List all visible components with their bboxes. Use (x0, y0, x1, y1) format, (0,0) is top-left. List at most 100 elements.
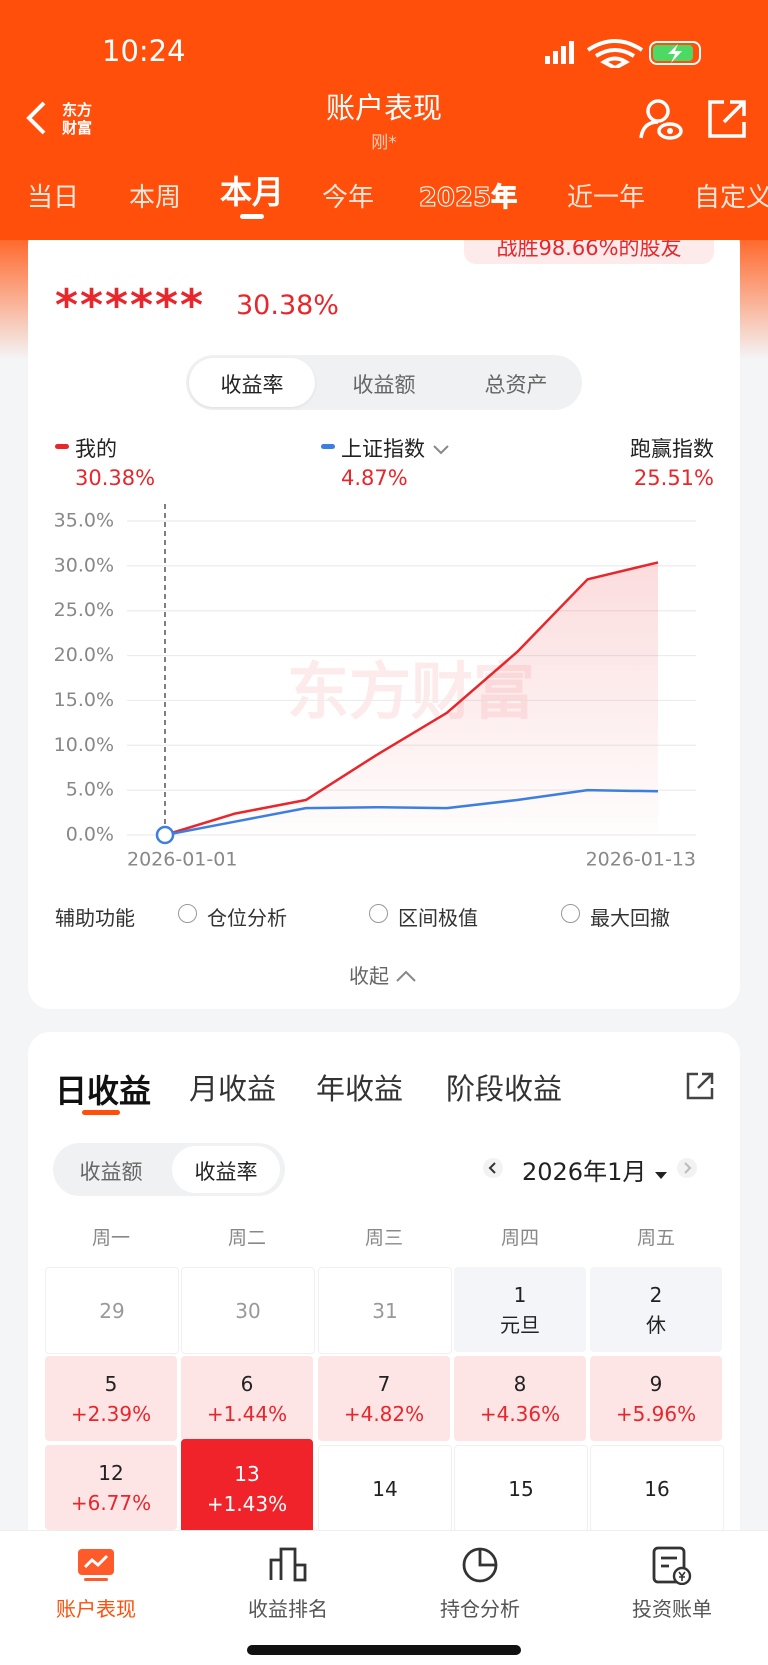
prev-month[interactable] (482, 1157, 504, 1179)
legend-swatch (55, 444, 69, 449)
cell-day: 15 (508, 1476, 534, 1501)
period-tab[interactable]: 自定义 (693, 183, 768, 213)
toggle-item[interactable]: 收益额 (79, 1160, 143, 1184)
month-label: 2026年1月 (522, 1158, 647, 1186)
cell-day: 6 (240, 1371, 254, 1396)
calendar-cell[interactable]: 5 +2.39% (45, 1356, 177, 1441)
period-tab[interactable]: 当日 (26, 183, 79, 213)
aux-option[interactable]: 最大回撤 (590, 906, 670, 930)
cell-day: 1 (513, 1282, 527, 1307)
cell-note: +4.82% (343, 1401, 425, 1426)
earnings-tab[interactable]: 日收益 (55, 1072, 152, 1110)
chevron-down (432, 445, 449, 455)
chart: 东方财富 0.0%5.0%10.0%15.0%20.0%25.0%30.0%35… (54, 500, 696, 871)
share-icon[interactable] (706, 98, 748, 140)
nav-icon (269, 1547, 307, 1582)
status-icons (545, 39, 701, 68)
period-tab[interactable]: 本月 (219, 173, 284, 211)
cell-note: +4.36% (479, 1401, 561, 1426)
aux-label: 辅助功能 (55, 906, 135, 930)
aux-option[interactable]: 仓位分析 (207, 906, 287, 930)
radio[interactable] (178, 904, 197, 923)
calendar-cell[interactable]: 12 +6.77% (45, 1445, 177, 1530)
logo-line: 财富 (62, 119, 93, 137)
charging-bolt (668, 44, 682, 63)
weekday: 周五 (636, 1227, 675, 1249)
logo-line: 东方 (62, 101, 93, 119)
y-tick-label: 30.0% (54, 554, 114, 576)
logo: 东方 财富 (62, 101, 92, 137)
earnings-tab[interactable]: 月收益 (189, 1072, 277, 1106)
calendar-cell[interactable]: 15 (454, 1445, 588, 1532)
next-month[interactable] (676, 1157, 698, 1179)
cell-day: 7 (377, 1371, 391, 1396)
earnings-tab[interactable]: 阶段收益 (446, 1072, 563, 1106)
nav-icon (652, 1546, 692, 1585)
month-picker[interactable]: 2026年1月 (522, 1152, 668, 1187)
page-title: 账户表现 (325, 91, 442, 125)
weekday: 周四 (500, 1227, 539, 1249)
total-return: 30.38% (236, 290, 339, 321)
toggle-item[interactable]: 收益额 (352, 373, 416, 397)
calendar-cell[interactable]: 13 +1.43% (181, 1439, 313, 1536)
cell-day: 5 (104, 1371, 118, 1396)
y-tick-label: 35.0% (54, 510, 114, 532)
series-line (164, 788, 659, 837)
back-button[interactable] (24, 100, 48, 136)
calendar-cell[interactable]: 30 (181, 1267, 315, 1354)
calendar-cell[interactable]: 31 (318, 1267, 452, 1354)
export-icon[interactable] (684, 1070, 716, 1102)
status-time: 10:24 (102, 34, 186, 68)
x-tick-label: 2026-01-13 (586, 849, 696, 871)
signal-bar (553, 51, 558, 64)
nav-label[interactable]: 持仓分析 (440, 1597, 520, 1621)
collapse-button[interactable]: 收起 (349, 960, 417, 989)
calendar-cell[interactable]: 1 元旦 (454, 1267, 586, 1352)
tab-underline (82, 1110, 120, 1115)
weekday: 周二 (227, 1227, 266, 1249)
cell-note: +1.43% (206, 1492, 288, 1516)
calendar-cell[interactable]: 7 +4.82% (318, 1356, 450, 1441)
cell-day: 13 (234, 1462, 260, 1486)
radio[interactable] (369, 904, 388, 923)
calendar-cell[interactable]: 29 (45, 1267, 179, 1354)
battery (649, 41, 701, 65)
wifi-icon (586, 39, 644, 68)
nav-icon (78, 1549, 114, 1581)
toggle-item[interactable]: 总资产 (484, 373, 548, 397)
y-tick-label: 0.0% (66, 824, 114, 846)
calendar-cell[interactable]: 14 (318, 1445, 452, 1532)
nav-label[interactable]: 账户表现 (56, 1597, 136, 1621)
cell-day: 2 (649, 1282, 663, 1307)
toggle-item[interactable]: 收益率 (220, 373, 284, 397)
period-tab[interactable]: 近一年 (566, 183, 645, 213)
calendar-cell[interactable]: 6 +1.44% (181, 1356, 313, 1441)
earnings-tab[interactable]: 年收益 (316, 1072, 404, 1106)
period-tab[interactable]: 本周 (128, 183, 181, 213)
calendar-cell[interactable]: 16 (590, 1445, 724, 1532)
calendar-cell[interactable]: 9 +5.96% (590, 1356, 722, 1441)
cell-note: +1.44% (206, 1401, 288, 1426)
signal-bar (561, 46, 566, 64)
nav-icon (462, 1547, 498, 1583)
aux-option[interactable]: 区间极值 (398, 906, 478, 930)
toggle-item[interactable]: 收益率 (194, 1160, 258, 1184)
cell-day: 12 (98, 1460, 124, 1485)
period-tab[interactable]: 今年 (321, 183, 374, 213)
weekday: 周一 (91, 1227, 130, 1249)
nav-label[interactable]: 收益排名 (248, 1597, 328, 1621)
radio[interactable] (561, 904, 580, 923)
bottom-nav: 账户表现 收益排名 持仓分析 投资账单 (0, 1530, 768, 1665)
toggle-active (189, 358, 315, 407)
point-marker (155, 825, 175, 845)
period-tab[interactable]: 2025年 (418, 183, 518, 214)
x-tick-label: 2026-01-01 (127, 849, 237, 871)
tab-underline (240, 214, 264, 219)
legend-swatch (321, 444, 335, 449)
calendar-cell[interactable]: 8 +4.36% (454, 1356, 586, 1441)
nav-label[interactable]: 投资账单 (632, 1597, 712, 1621)
profile-icon[interactable] (638, 98, 684, 142)
legend-name[interactable]: 上证指数 (341, 433, 450, 463)
